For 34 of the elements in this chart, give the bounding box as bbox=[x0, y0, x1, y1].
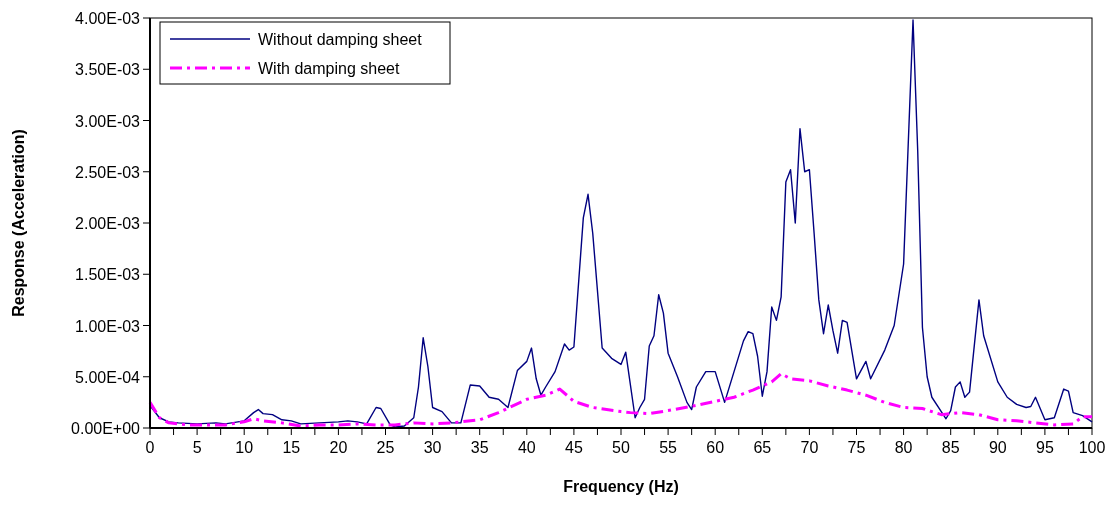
x-tick-label: 0 bbox=[145, 439, 155, 456]
x-tick-label: 35 bbox=[470, 439, 489, 456]
x-tick-label: 25 bbox=[376, 439, 395, 456]
x-tick-label: 50 bbox=[612, 439, 630, 456]
y-tick-label: 5.00E-04 bbox=[75, 368, 141, 386]
x-tick-label: 60 bbox=[706, 439, 725, 456]
y-axis-title: Response (Acceleration) bbox=[10, 129, 27, 317]
x-tick-label: 30 bbox=[423, 439, 442, 456]
legend-label: Without damping sheet bbox=[258, 31, 423, 48]
x-tick-label: 100 bbox=[1078, 439, 1106, 456]
x-axis-title: Frequency (Hz) bbox=[563, 478, 679, 495]
y-tick-label: 2.00E-03 bbox=[75, 215, 141, 232]
x-tick-label: 10 bbox=[235, 439, 254, 456]
legend-label: With damping sheet bbox=[258, 60, 400, 77]
x-tick-label: 70 bbox=[800, 439, 819, 456]
x-tick-label: 95 bbox=[1036, 439, 1054, 456]
y-tick-label: 1.50E-03 bbox=[75, 266, 141, 284]
x-tick-label: 85 bbox=[941, 439, 960, 456]
x-tick-label: 45 bbox=[565, 439, 583, 456]
x-tick-label: 65 bbox=[753, 439, 772, 456]
y-tick-label: 4.00E-03 bbox=[75, 10, 141, 27]
x-tick-label: 40 bbox=[517, 439, 536, 456]
y-tick-label: 0.00E+00 bbox=[71, 420, 141, 437]
x-tick-label: 55 bbox=[659, 439, 678, 456]
y-tick-label: 1.00E-03 bbox=[75, 317, 141, 335]
x-tick-label: 15 bbox=[282, 439, 301, 456]
y-tick-label: 3.00E-03 bbox=[75, 112, 141, 130]
x-tick-label: 80 bbox=[894, 439, 913, 456]
y-tick-label: 3.50E-03 bbox=[75, 61, 141, 79]
x-tick-label: 20 bbox=[329, 439, 348, 456]
x-tick-label: 90 bbox=[988, 439, 1007, 456]
y-tick-label: 2.50E-03 bbox=[75, 163, 141, 181]
x-tick-label: 5 bbox=[192, 439, 202, 456]
x-tick-label: 75 bbox=[847, 439, 866, 456]
